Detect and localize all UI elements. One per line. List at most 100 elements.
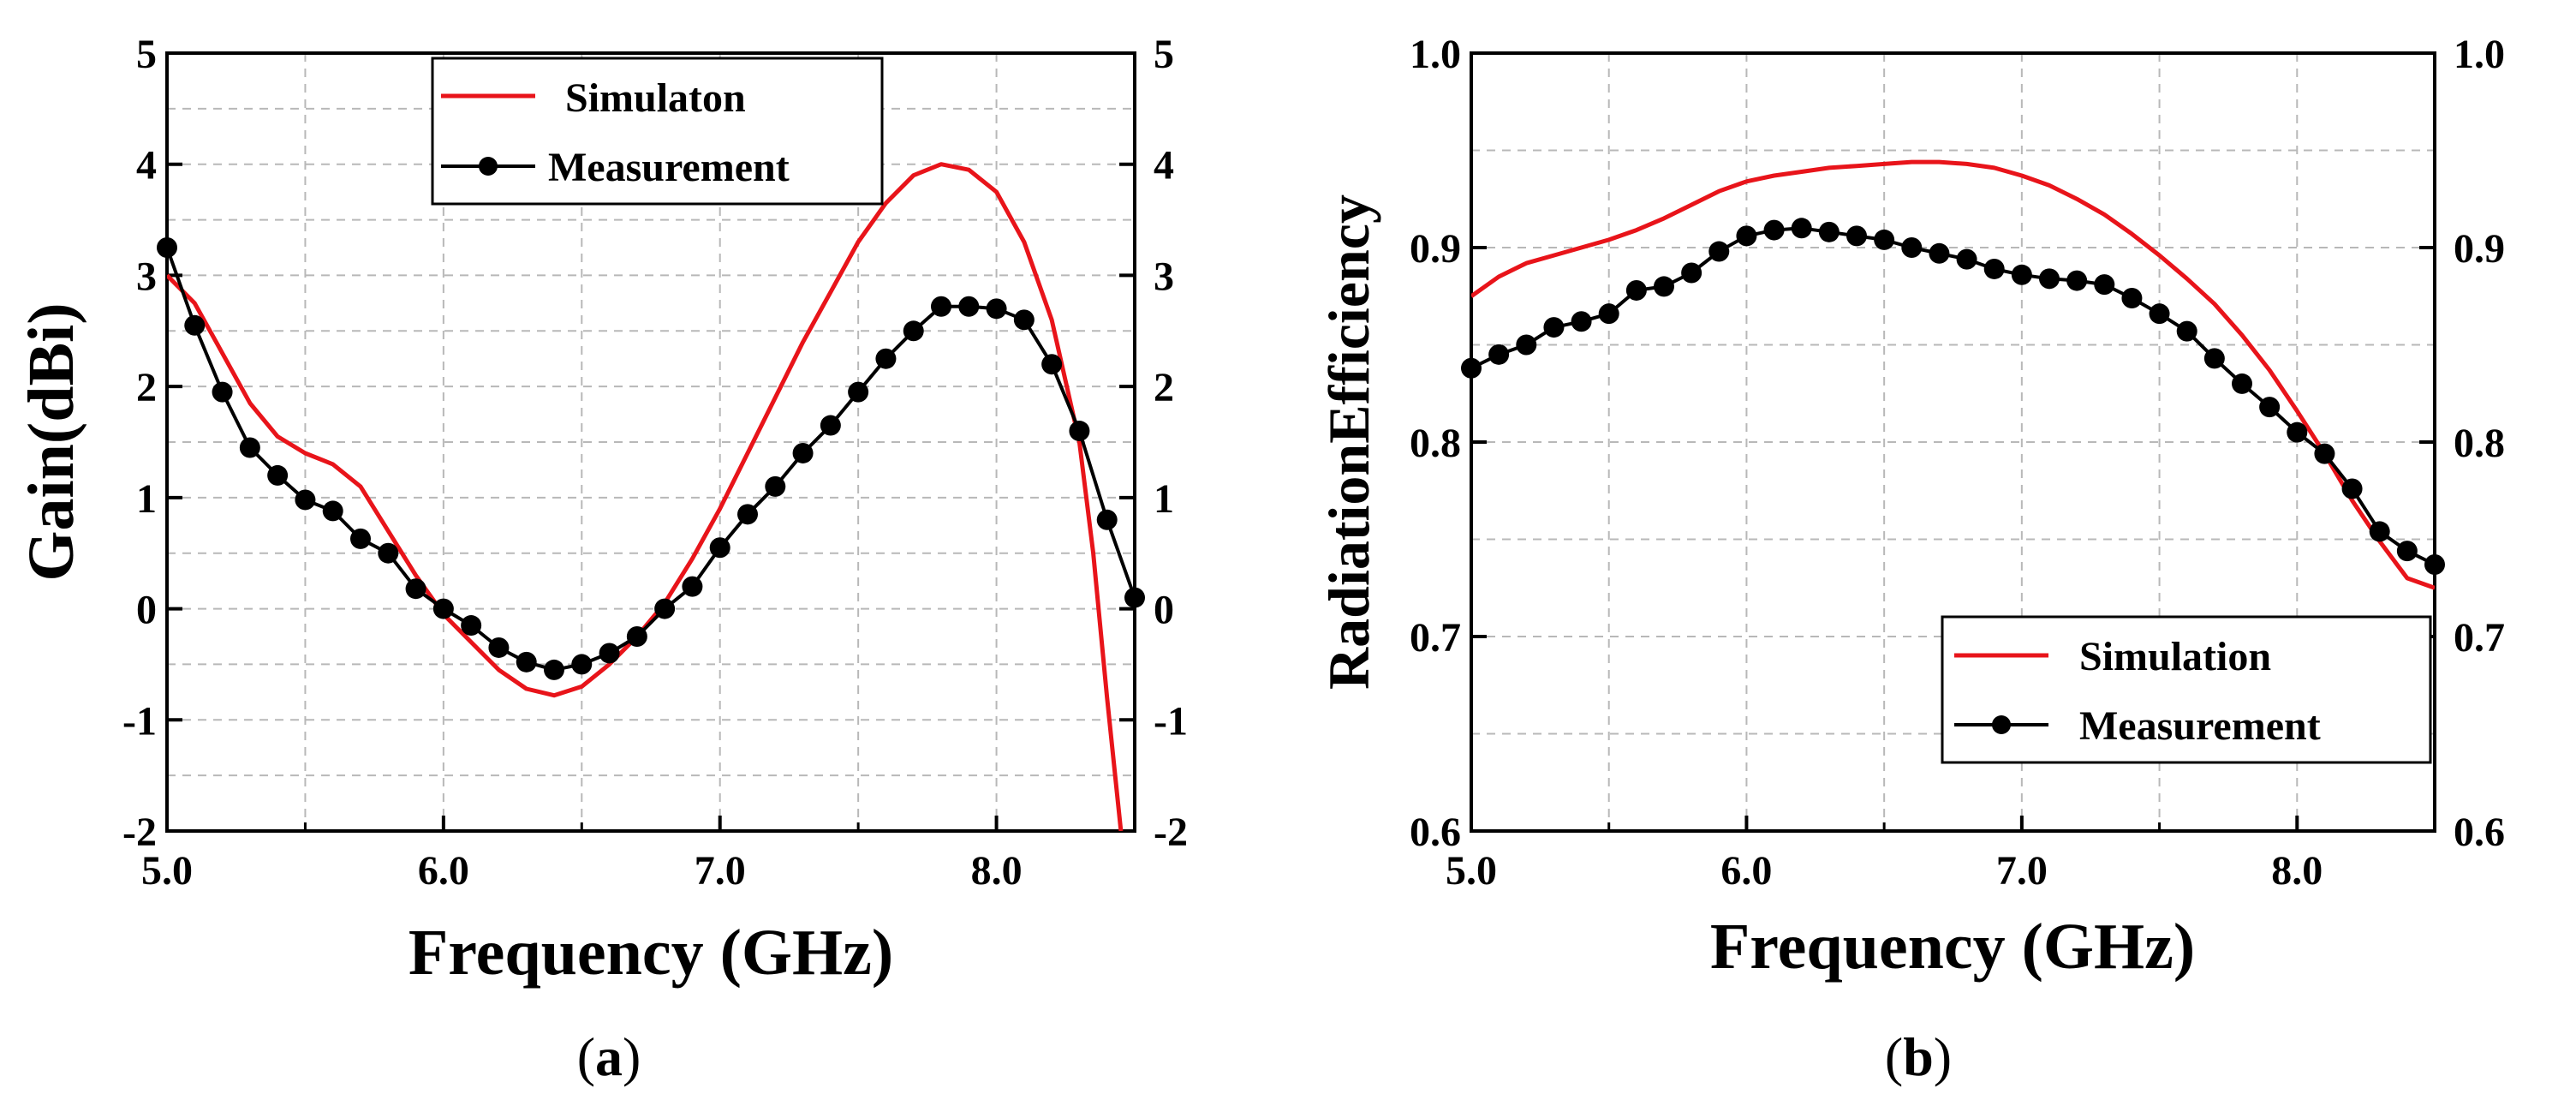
gain-data-point-measurement xyxy=(267,464,289,486)
efficiency-data-point-measurement xyxy=(2341,478,2363,499)
gain-data-point-measurement xyxy=(461,615,482,637)
gain-y2-tick-label: 0 xyxy=(1154,588,1174,633)
efficiency-y-tick-label: 0.8 xyxy=(1410,421,1461,466)
gain-data-point-measurement xyxy=(986,298,1007,320)
gain-data-point-measurement xyxy=(432,598,454,619)
efficiency-y2-tick-label: 0.9 xyxy=(2454,226,2505,272)
efficiency-data-point-measurement xyxy=(1598,303,1619,325)
gain-y-tick-label: -2 xyxy=(122,810,157,855)
gain-y-tick-label: -1 xyxy=(122,698,157,744)
gain-data-point-measurement xyxy=(1069,421,1090,442)
efficiency-x-tick-labels: 5.0 6.0 7.0 8.0 xyxy=(1446,848,2323,894)
efficiency-data-point-measurement xyxy=(2094,274,2115,296)
gain-x-tick-label: 5.0 xyxy=(141,848,193,894)
gain-data-point-measurement xyxy=(931,296,951,317)
gain-y2-tick-label: -2 xyxy=(1154,810,1188,855)
efficiency-y-axis-title: RadiationEfficiency xyxy=(1316,194,1381,690)
efficiency-data-point-measurement xyxy=(1516,334,1537,356)
gain-x-tick-label: 8.0 xyxy=(971,848,1023,894)
efficiency-data-point-measurement xyxy=(1654,276,1674,297)
efficiency-data-point-measurement xyxy=(1956,248,1977,270)
efficiency-data-point-measurement xyxy=(2424,554,2445,576)
efficiency-y-tick-label: 0.6 xyxy=(1410,810,1461,855)
gain-data-point-measurement xyxy=(1013,309,1035,331)
efficiency-data-point-measurement xyxy=(1901,237,1923,258)
gain-y-tick-label: 2 xyxy=(136,365,157,410)
efficiency-y-tick-label: 1.0 xyxy=(1410,32,1461,77)
efficiency-data-point-measurement xyxy=(2176,320,2197,342)
caption-b: (b) xyxy=(1885,1026,1952,1087)
efficiency-data-point-measurement xyxy=(1818,221,1840,242)
efficiency-data-point-measurement xyxy=(2039,268,2060,290)
gain-data-point-measurement xyxy=(488,637,510,658)
efficiency-x-axis-title: Frequency (GHz) xyxy=(1710,911,2195,983)
efficiency-data-point-measurement xyxy=(2369,521,2390,542)
gain-y-tick-label: 5 xyxy=(136,32,157,77)
gain-legend-label-measurement: Measurement xyxy=(548,145,790,190)
efficiency-data-point-measurement xyxy=(2232,373,2252,394)
gain-data-point-measurement xyxy=(157,237,177,258)
gain-x-tick-label: 6.0 xyxy=(418,848,469,894)
gain-x-tick-labels: 5.0 6.0 7.0 8.0 xyxy=(141,848,1023,894)
efficiency-series-line-measurement xyxy=(1471,226,2435,566)
efficiency-data-point-measurement xyxy=(1929,242,1950,264)
efficiency-data-point-measurement xyxy=(1543,317,1565,338)
efficiency-data-point-measurement xyxy=(1874,229,1895,250)
efficiency-chart: 5.0 6.0 7.0 8.0 0.6 0.7 0.8 0.9 1.0 0.6 … xyxy=(1316,32,2505,1087)
efficiency-data-point-measurement xyxy=(2066,270,2088,291)
efficiency-series-line-simulation xyxy=(1471,159,2435,590)
efficiency-data-point-measurement xyxy=(2203,348,2225,369)
gain-data-point-measurement xyxy=(350,528,371,549)
caption-b-close: ) xyxy=(1934,1026,1952,1087)
efficiency-data-point-measurement xyxy=(1983,258,2005,279)
efficiency-y2-tick-label: 0.7 xyxy=(2454,615,2505,661)
gain-legend-marker-measurement xyxy=(479,157,498,176)
gain-data-point-measurement xyxy=(626,626,647,647)
gain-series xyxy=(157,162,1145,831)
gain-y-axis-title: Gain(dBi) xyxy=(15,302,87,581)
efficiency-data-point-measurement xyxy=(1571,311,1592,332)
gain-y2-tick-label: -1 xyxy=(1154,698,1188,744)
gain-y2-tick-label: 3 xyxy=(1154,254,1174,299)
efficiency-data-point-measurement xyxy=(2314,443,2335,464)
efficiency-data-point-measurement xyxy=(1488,344,1510,365)
efficiency-legend-box xyxy=(1941,615,2432,764)
efficiency-data-point-measurement xyxy=(1461,357,1482,379)
efficiency-x-tick-label: 7.0 xyxy=(1996,848,2048,894)
efficiency-legend-marker-measurement xyxy=(1992,715,2011,734)
efficiency-data-point-measurement xyxy=(2149,303,2170,325)
gain-y-tick-labels-right: -2 -1 0 1 2 3 4 5 xyxy=(1154,32,1188,855)
gain-y-tick-label: 4 xyxy=(136,143,157,188)
efficiency-legend-label-measurement: Measurement xyxy=(2079,703,2321,749)
gain-data-point-measurement xyxy=(322,500,343,522)
gain-chart: 5.0 6.0 7.0 8.0 -2 -1 0 1 2 3 4 5 -2 -1 … xyxy=(15,32,1188,1087)
gain-data-point-measurement xyxy=(1041,354,1063,375)
gain-data-point-measurement xyxy=(599,643,620,664)
gain-data-point-measurement xyxy=(848,381,869,403)
gain-x-tick-label: 7.0 xyxy=(695,848,746,894)
efficiency-x-tick-label: 6.0 xyxy=(1720,848,1772,894)
efficiency-data-point-measurement xyxy=(1763,219,1785,241)
efficiency-y-tick-label: 0.7 xyxy=(1410,615,1461,661)
efficiency-series xyxy=(1461,159,2445,590)
caption-a: (a) xyxy=(577,1026,641,1087)
efficiency-ticks xyxy=(1470,51,2435,833)
gain-y2-tick-label: 2 xyxy=(1154,365,1174,410)
efficiency-data-point-measurement xyxy=(1846,225,1867,247)
gain-y2-tick-label: 4 xyxy=(1154,143,1174,188)
efficiency-data-point-measurement xyxy=(2259,397,2281,418)
efficiency-y2-tick-label: 1.0 xyxy=(2454,32,2505,77)
gain-legend-label-simulation: Simulaton xyxy=(565,75,746,121)
gain-data-point-measurement xyxy=(295,489,316,511)
efficiency-data-point-measurement xyxy=(1791,218,1812,239)
efficiency-data-point-measurement xyxy=(2396,541,2418,562)
gain-data-point-measurement xyxy=(212,381,233,403)
gain-data-point-measurement xyxy=(709,537,730,559)
gain-data-point-measurement xyxy=(958,296,980,317)
gain-data-point-measurement xyxy=(903,320,924,342)
caption-a-close: ) xyxy=(623,1026,641,1087)
gain-y-tick-labels-left: -2 -1 0 1 2 3 4 5 xyxy=(122,32,157,855)
gain-data-point-measurement xyxy=(1124,587,1145,608)
efficiency-x-tick-label: 8.0 xyxy=(2271,848,2323,894)
